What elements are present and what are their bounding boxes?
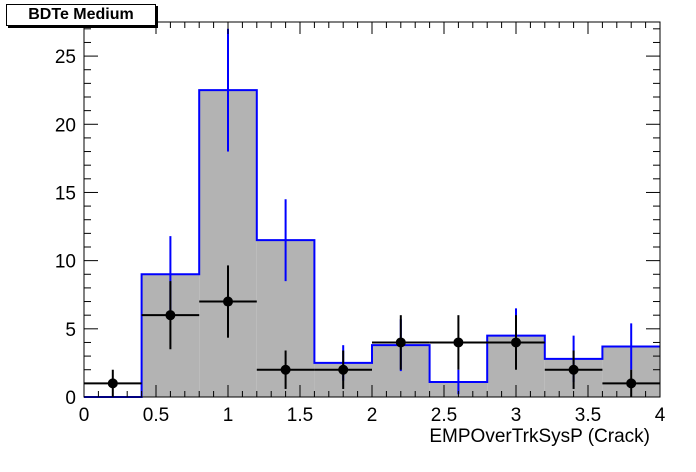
chart-title-box: BDTe Medium [6,4,156,26]
axes: 0 5 10 15 20 25 0 0.5 1 1.5 2 2.5 3 3.5 4 [55,21,666,426]
x-tick-label: 1 [223,405,234,426]
x-tick-label: 3.5 [575,405,601,426]
data-point-7 [511,337,521,348]
data-point-1 [165,310,176,321]
x-axis-label: EMPOverTrkSysP (Crack) [429,426,650,447]
y-tick-label: 25 [55,47,76,68]
x-tick-label: 1.5 [287,405,313,426]
data-point-5 [395,337,406,348]
y-tick-label: 5 [65,320,76,341]
x-tick-label: 4 [655,405,666,426]
x-tick-label: 2 [367,405,378,426]
data-point-6 [453,337,464,348]
data-point-0 [107,378,118,389]
x-tick-label: 2.5 [431,405,457,426]
data-point-2 [223,296,233,307]
mc-outline [84,89,660,398]
y-tick-label: 15 [55,183,76,204]
data-points [84,265,660,397]
x-tick-label: 0.5 [143,405,169,426]
x-tick-label: 3 [511,405,522,426]
y-tick-label: 10 [55,252,76,273]
x-tick-label: 0 [79,405,90,426]
data-point-8 [568,364,579,375]
chart-title: BDTe Medium [28,6,134,23]
data-point-3 [280,364,291,375]
y-tick-label: 20 [55,115,76,136]
data-point-9 [626,378,637,389]
y-tick-label: 0 [65,388,76,409]
data-point-4 [338,364,349,375]
